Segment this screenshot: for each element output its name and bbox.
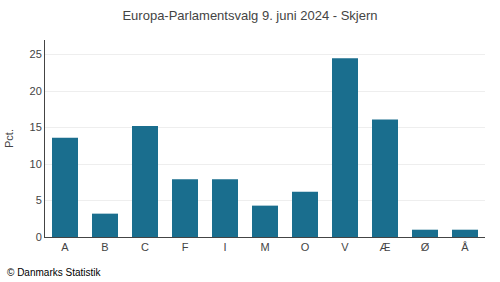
svg-text:0: 0 bbox=[36, 231, 42, 243]
svg-text:Æ: Æ bbox=[380, 241, 391, 253]
svg-text:© Danmarks Statistik: © Danmarks Statistik bbox=[7, 267, 102, 278]
svg-text:5: 5 bbox=[36, 194, 42, 206]
svg-text:20: 20 bbox=[30, 85, 42, 97]
svg-text:Pct.: Pct. bbox=[3, 129, 15, 148]
svg-text:M: M bbox=[260, 241, 269, 253]
svg-text:B: B bbox=[101, 241, 108, 253]
svg-text:I: I bbox=[223, 241, 226, 253]
svg-text:25: 25 bbox=[30, 48, 42, 60]
svg-text:C: C bbox=[141, 241, 149, 253]
svg-text:10: 10 bbox=[30, 158, 42, 170]
svg-text:15: 15 bbox=[30, 121, 42, 133]
svg-text:O: O bbox=[301, 241, 310, 253]
svg-text:A: A bbox=[61, 241, 69, 253]
svg-text:V: V bbox=[341, 241, 349, 253]
svg-text:Ø: Ø bbox=[421, 241, 430, 253]
svg-text:F: F bbox=[182, 241, 189, 253]
svg-text:Europa-Parlamentsvalg 9. juni: Europa-Parlamentsvalg 9. juni 2024 - Skj… bbox=[122, 8, 377, 23]
svg-text:Å: Å bbox=[461, 241, 469, 253]
